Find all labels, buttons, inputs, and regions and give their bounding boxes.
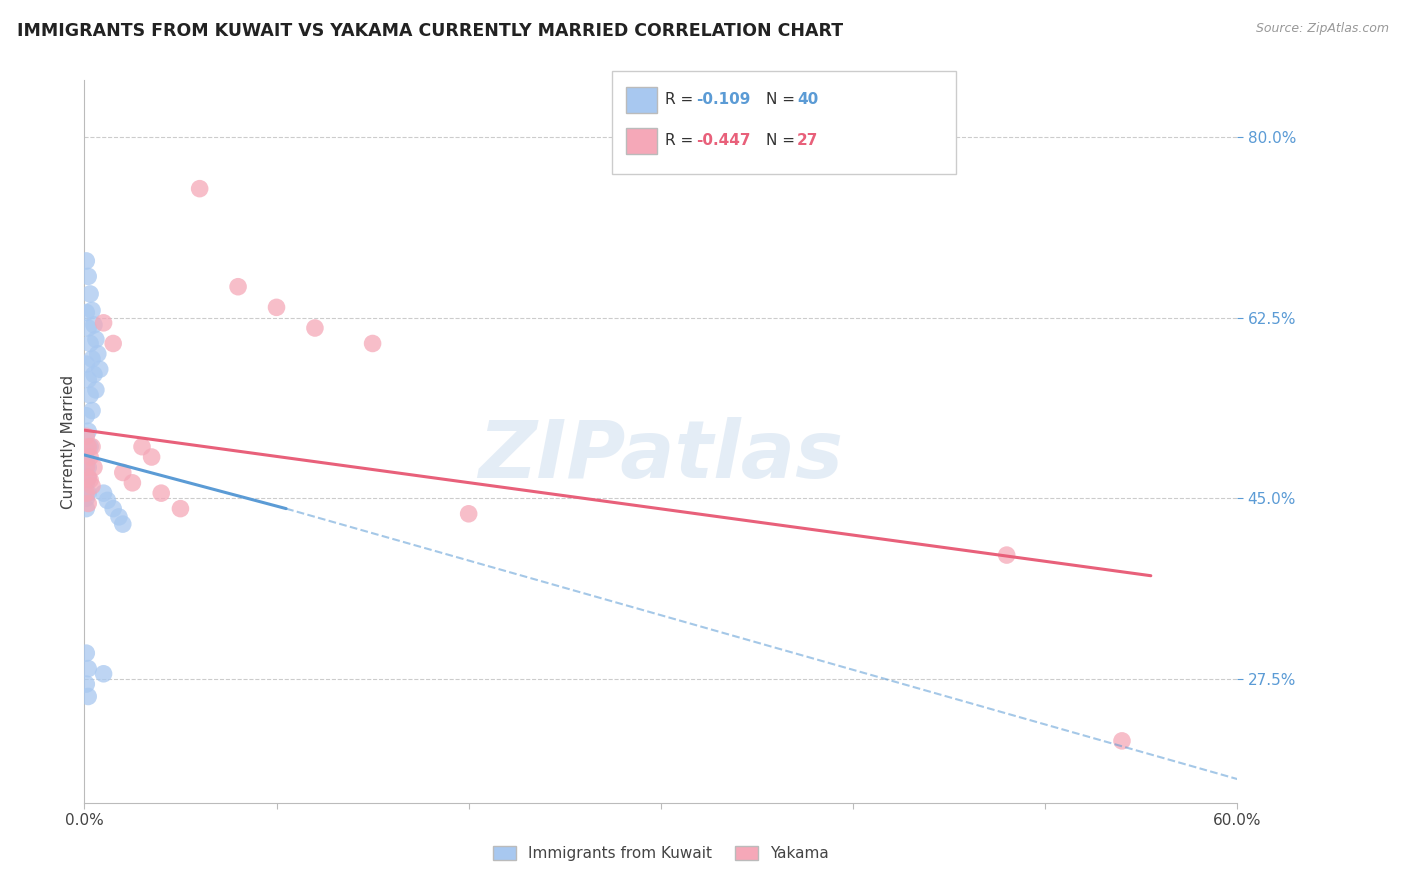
Point	[80, 440, 103, 454]
Point	[75, 305, 97, 319]
Text: -0.447: -0.447	[696, 134, 751, 148]
Point	[131, 440, 153, 454]
Legend: Immigrants from Kuwait, Yakama: Immigrants from Kuwait, Yakama	[486, 840, 835, 867]
Point	[141, 450, 163, 464]
Point	[80, 303, 103, 318]
Point	[77, 470, 100, 484]
Point	[79, 473, 101, 487]
Point	[361, 336, 384, 351]
Point	[93, 486, 115, 500]
Point	[266, 301, 288, 315]
Point	[75, 409, 97, 423]
Point	[83, 318, 105, 332]
Point	[80, 403, 103, 417]
Point	[93, 666, 115, 681]
Point	[75, 357, 97, 371]
Point	[75, 455, 97, 469]
Point	[84, 332, 107, 346]
Point	[75, 486, 97, 500]
Point	[1111, 734, 1133, 748]
Point	[108, 509, 131, 524]
Point	[83, 368, 105, 382]
Point	[150, 486, 173, 500]
Point	[77, 690, 100, 704]
Point	[80, 479, 103, 493]
Text: 40: 40	[797, 93, 818, 107]
Point	[79, 336, 101, 351]
Point	[304, 321, 326, 335]
Point	[79, 287, 101, 301]
Point	[75, 253, 97, 268]
Text: R =: R =	[665, 134, 699, 148]
Y-axis label: Currently Married: Currently Married	[60, 375, 76, 508]
Point	[77, 440, 100, 454]
Point	[83, 460, 105, 475]
Point	[84, 383, 107, 397]
Point	[77, 373, 100, 387]
Point	[75, 475, 97, 490]
Point	[87, 347, 110, 361]
Point	[75, 677, 97, 691]
Point	[77, 269, 100, 284]
Point	[89, 362, 111, 376]
Point	[75, 445, 97, 459]
Point	[77, 460, 100, 475]
Point	[77, 424, 100, 438]
Point	[111, 517, 134, 532]
Point	[188, 181, 211, 195]
Point	[103, 501, 124, 516]
Point	[77, 321, 100, 335]
Point	[75, 501, 97, 516]
Text: 27: 27	[797, 134, 818, 148]
Point	[169, 501, 191, 516]
Point	[111, 466, 134, 480]
Point	[457, 507, 479, 521]
Text: -0.109: -0.109	[696, 93, 751, 107]
Point	[75, 460, 97, 475]
Point	[226, 279, 249, 293]
Point	[121, 475, 143, 490]
Text: Source: ZipAtlas.com: Source: ZipAtlas.com	[1256, 22, 1389, 36]
Point	[80, 351, 103, 366]
Point	[75, 491, 97, 506]
Point	[77, 470, 100, 484]
Point	[96, 493, 118, 508]
Text: N =: N =	[766, 93, 800, 107]
Point	[93, 316, 115, 330]
Point	[77, 662, 100, 676]
Point	[103, 336, 124, 351]
Point	[79, 388, 101, 402]
Text: IMMIGRANTS FROM KUWAIT VS YAKAMA CURRENTLY MARRIED CORRELATION CHART: IMMIGRANTS FROM KUWAIT VS YAKAMA CURRENT…	[17, 22, 844, 40]
Point	[79, 440, 101, 454]
Point	[77, 486, 100, 500]
Text: N =: N =	[766, 134, 800, 148]
Point	[79, 450, 101, 464]
Point	[995, 548, 1018, 562]
Point	[75, 429, 97, 443]
Text: ZIPatlas: ZIPatlas	[478, 417, 844, 495]
Text: R =: R =	[665, 93, 699, 107]
Point	[75, 646, 97, 660]
Point	[77, 496, 100, 510]
